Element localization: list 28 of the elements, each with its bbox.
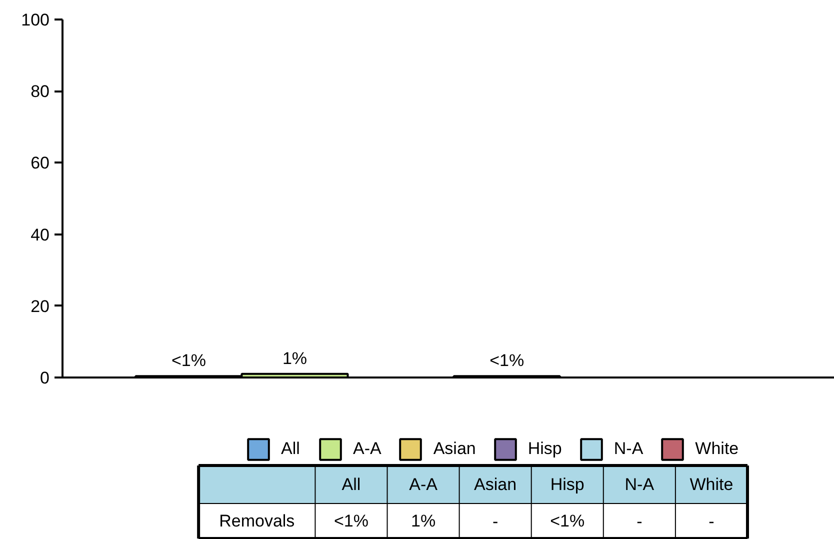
legend-label: A-A — [353, 439, 382, 459]
text: White — [690, 475, 734, 494]
y-tick-label: 60 — [30, 154, 50, 173]
text: <1% — [334, 512, 368, 530]
text: - — [636, 512, 642, 531]
text: - — [492, 512, 498, 531]
data-label: <1% — [171, 351, 206, 370]
data-label: 1% — [282, 348, 308, 368]
y-tick-label: 0 — [40, 368, 50, 388]
text: - — [708, 512, 714, 531]
y-tick-label: 100 — [21, 10, 50, 30]
text: A-A — [409, 475, 438, 494]
text: Removals — [219, 512, 295, 530]
data-label: <1% — [490, 351, 524, 370]
text: <1% — [550, 512, 585, 530]
legend-label: Hisp — [528, 439, 562, 459]
text: All — [342, 475, 361, 494]
text: N-A — [624, 475, 654, 494]
y-tick-label: 20 — [30, 296, 50, 316]
y-tick-label: 80 — [30, 82, 50, 102]
text: Asian — [474, 475, 517, 494]
y-tick-label: 40 — [30, 225, 50, 244]
legend-label: All — [281, 439, 301, 459]
legend-label: White — [695, 439, 739, 459]
text: 1% — [410, 512, 436, 530]
legend-label: Asian — [433, 439, 476, 459]
legend-label: N-A — [614, 439, 644, 459]
text: Hisp — [550, 475, 584, 494]
